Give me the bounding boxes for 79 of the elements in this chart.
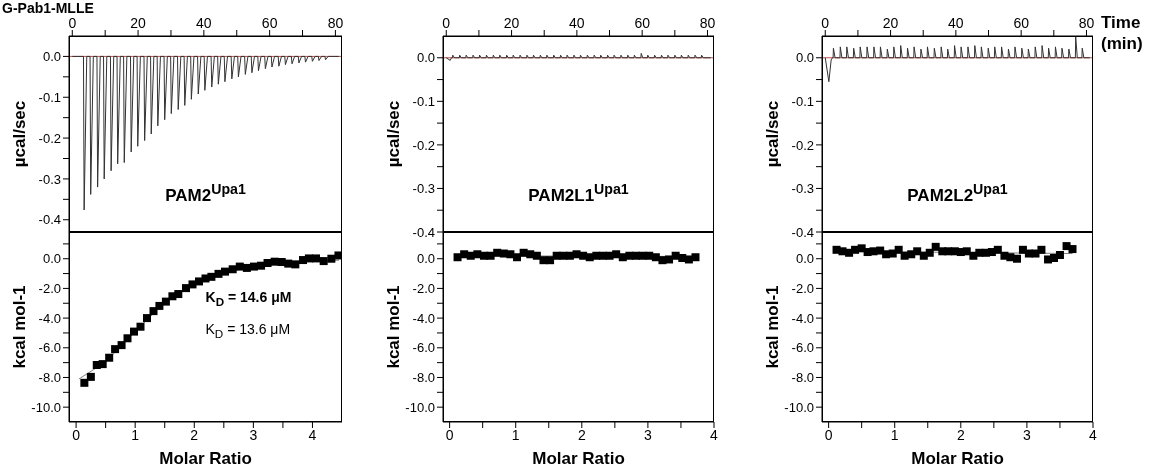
y-tick-label: -0.3 (38, 171, 61, 187)
annotation: PAM2L2$^{Upa1}$ (906, 181, 1009, 206)
x-tick-label: 20 (503, 15, 520, 31)
y-axis-title: µcal/sec (763, 100, 783, 168)
y-tick-label: -0.1 (412, 93, 435, 109)
x-axis-title: Molar Ratio (532, 449, 625, 468)
x-tick-label: 60 (261, 15, 278, 31)
y-tick-label: -10.0 (31, 399, 61, 415)
y-tick-label: -6.0 (412, 340, 435, 356)
x-tick-label: 80 (699, 15, 716, 31)
y-tick-label: -0.1 (38, 89, 61, 105)
x-axis-title: Molar Ratio (159, 449, 252, 468)
x-tick-label: 40 (948, 15, 964, 31)
x-tick-label: 3 (249, 426, 258, 443)
x-tick-label: 20 (882, 15, 899, 31)
x-tick-label: 80 (327, 15, 344, 31)
y-tick-label: -0.2 (412, 137, 435, 153)
y-tick-label: -10.0 (784, 399, 814, 415)
y-tick-label: -0.4 (38, 212, 61, 228)
y-tick-label: -8.0 (791, 370, 814, 386)
y-axis-title: kcal mol-1 (763, 285, 783, 369)
y-tick-label: 0.0 (795, 50, 814, 66)
x-tick-label: 2 (956, 426, 965, 443)
x-tick-label: 0 (442, 15, 451, 31)
x-tick-label: 4 (710, 426, 719, 443)
y-tick-label: -0.3 (791, 181, 814, 197)
y-tick-label: -0.1 (791, 93, 814, 109)
y-tick-label: -2.0 (791, 281, 814, 297)
x-tick-label: 80 (1078, 15, 1095, 31)
y-tick-label: -6.0 (791, 340, 814, 356)
annotation: K$_{D}$ = 13.6 μM (205, 321, 292, 341)
y-tick-label: -6.0 (38, 340, 61, 356)
y-axis-title: µcal/sec (10, 100, 30, 168)
y-tick-label: -0.2 (38, 130, 61, 146)
y-tick-label: 0.0 (42, 49, 61, 65)
y-tick-label: 0.0 (416, 50, 435, 66)
y-tick-label: -10.0 (405, 399, 435, 415)
x-tick-label: 4 (308, 426, 317, 443)
x-tick-label: 0 (445, 426, 454, 443)
y-tick-label: -0.3 (412, 181, 435, 197)
x-tick-label: 60 (1013, 15, 1030, 31)
x-axis-title: Molar Ratio (911, 449, 1004, 468)
chart-title: G-Pab1-MLLE (2, 0, 94, 16)
x-tick-label: 60 (634, 15, 651, 31)
x-tick-label: 3 (644, 426, 652, 443)
y-tick-label: -0.2 (791, 137, 814, 153)
y-tick-label: -4.0 (38, 310, 61, 326)
x-tick-label: 0 (824, 426, 833, 443)
x-tick-label: 3 (1023, 426, 1031, 443)
y-tick-label: -4.0 (791, 310, 814, 326)
x-axis-title: Time (min) (1101, 12, 1144, 54)
x-tick-label: 1 (131, 426, 140, 443)
y-axis-title: µcal/sec (384, 100, 404, 168)
y-tick-label: -2.0 (38, 281, 61, 297)
x-tick-label: 0 (68, 15, 77, 31)
y-tick-label: -2.0 (412, 281, 435, 297)
annotation: K$_{D}$ = 14.6 μM (205, 289, 293, 308)
y-tick-label: -8.0 (38, 370, 61, 386)
annotation: PAM2L1$^{Upa1}$ (527, 181, 630, 206)
y-axis-title: kcal mol-1 (10, 285, 30, 369)
x-tick-label: 40 (196, 15, 212, 31)
y-tick-label: 0.0 (795, 251, 814, 267)
y-tick-label: -8.0 (412, 370, 435, 386)
y-tick-label: -0.4 (412, 224, 435, 240)
x-tick-label: 0 (72, 426, 81, 443)
y-tick-label: 0.0 (42, 251, 61, 267)
x-tick-label: 0 (821, 15, 830, 31)
x-tick-label: 4 (1089, 426, 1098, 443)
y-tick-label: 0.0 (416, 251, 435, 267)
x-tick-label: 20 (130, 15, 147, 31)
x-tick-label: 1 (890, 426, 899, 443)
y-axis-title: kcal mol-1 (384, 285, 404, 369)
x-tick-label: 1 (511, 426, 520, 443)
x-tick-label: 2 (577, 426, 586, 443)
annotation: PAM2$^{Upa1}$ (164, 181, 247, 206)
y-tick-label: -4.0 (412, 310, 435, 326)
x-tick-label: 40 (569, 15, 585, 31)
y-tick-label: -0.4 (791, 224, 814, 240)
x-tick-label: 2 (190, 426, 199, 443)
